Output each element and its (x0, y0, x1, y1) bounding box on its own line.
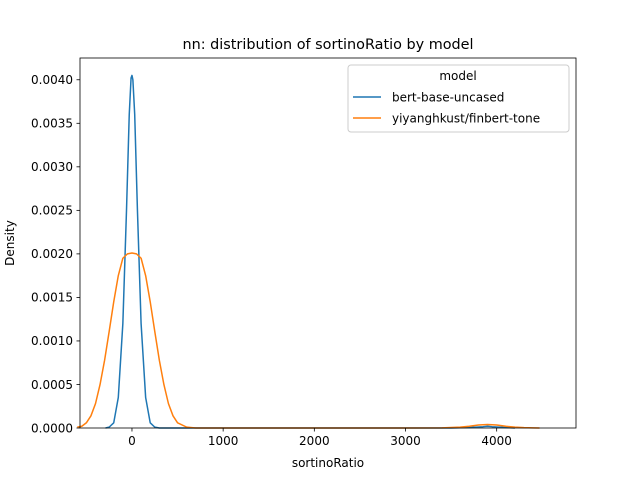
x-axis-label: sortinoRatio (292, 456, 364, 470)
series-line-1 (77, 252, 540, 429)
axes-frame (79, 57, 577, 429)
legend: model bert-base-uncased yiyanghkust/finb… (347, 64, 570, 133)
legend-label-bert-base-uncased: bert-base-uncased (392, 91, 504, 105)
x-tick-label: 3000 (390, 434, 421, 448)
y-tick-label: 0.0015 (31, 291, 73, 305)
y-tick-label: 0.0030 (31, 160, 73, 174)
x-axis-ticks: 0 1000 2000 3000 4000 (128, 428, 512, 448)
axes-border (79, 57, 577, 429)
y-tick-label: 0.0010 (31, 334, 73, 348)
x-tick-label: 4000 (481, 434, 512, 448)
x-tick-label: 0 (128, 434, 136, 448)
y-tick-label: 0.0025 (31, 204, 73, 218)
y-axis-ticks: 0.0000 0.0005 0.0010 0.0015 0.0020 0.0025 0.00… (31, 73, 80, 435)
x-tick-label: 1000 (208, 434, 239, 448)
y-tick-label: 0.0000 (31, 421, 73, 435)
x-tick-label: 2000 (299, 434, 330, 448)
legend-box (347, 64, 570, 133)
y-tick-label: 0.0005 (31, 378, 73, 392)
y-tick-label: 0.0035 (31, 117, 73, 131)
y-tick-label: 0.0020 (31, 247, 73, 261)
chart-title: nn: distribution of sortinoRatio by mode… (182, 37, 473, 53)
series-layer (77, 74, 540, 429)
legend-title: model (439, 69, 476, 83)
series-line-0 (105, 74, 515, 429)
y-tick-label: 0.0040 (31, 73, 73, 87)
y-axis-label: Density (3, 220, 17, 266)
legend-label-finbert-tone: yiyanghkust/finbert-tone (392, 112, 540, 126)
